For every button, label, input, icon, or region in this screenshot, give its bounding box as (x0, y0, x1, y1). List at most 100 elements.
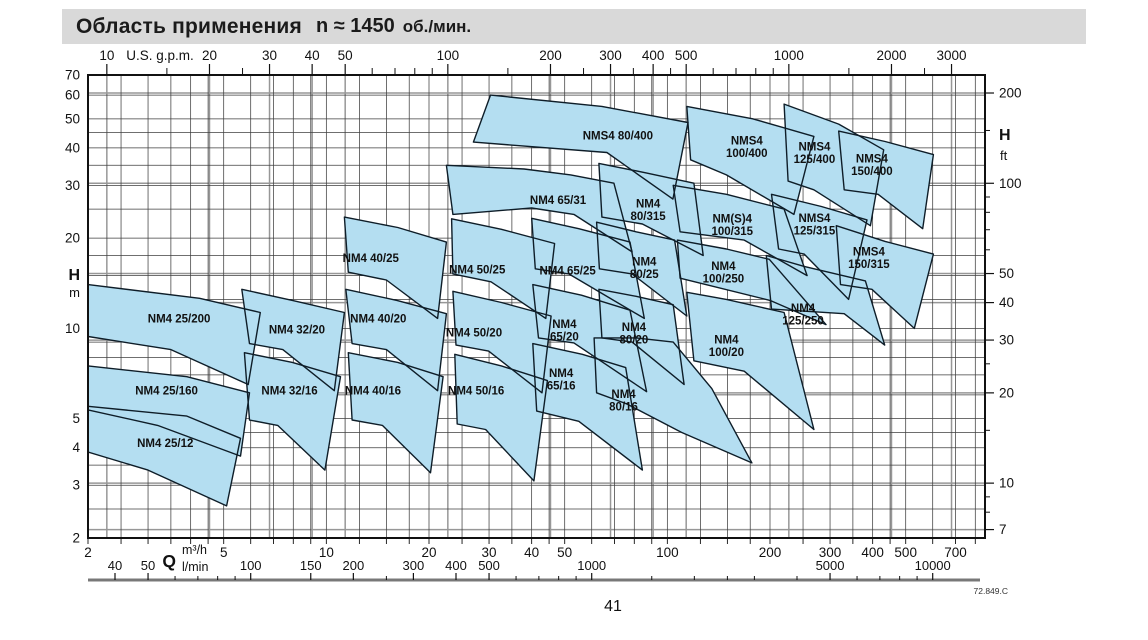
pump-label: NMS4 125/400 (794, 141, 836, 166)
h-m-tick-label: 20 (65, 231, 80, 246)
pump-region-outline-nm4-80-315 (598, 162, 704, 257)
pump-region-fill-nm4-50-20 (452, 291, 552, 393)
h-ft-tick-label: 50 (999, 266, 1014, 281)
pump-label: NMS4 150/400 (851, 154, 893, 179)
pump-region-fill-nms4-100-400 (686, 106, 814, 215)
h-ft-tick-label: 20 (999, 385, 1014, 400)
h-axis-unit-m: m (69, 285, 80, 300)
pump-label: NM4 50/25 (449, 265, 506, 277)
q-axis-label: Q (162, 551, 176, 571)
pump-label: NM4 65/20 (550, 319, 579, 344)
q-m3h-tick-label: 30 (482, 545, 497, 560)
axis-right-ft: 200 100 50 40 30 20 10 7 Hft (985, 86, 1022, 537)
gpm-tick-label: 3000 (937, 48, 967, 63)
h-m-tick-label: 3 (72, 478, 80, 493)
pump-region-outline-nm4-40-25 (343, 216, 448, 320)
pump-label: NM4 32/16 (261, 386, 317, 398)
pump-region-fill-nms4-80-400 (473, 95, 688, 200)
h-m-tick-label: 40 (65, 140, 80, 155)
pump-label: NM4 40/25 (343, 253, 400, 265)
pump-region-fill-nm4-80-16 (594, 337, 752, 463)
pump-label: NM4 50/16 (448, 386, 504, 398)
pump-region-fill-nm4-25-160 (88, 365, 250, 457)
pump-region-fill-nm4-40-25 (344, 217, 447, 319)
h-axis-label-right: H (999, 127, 1011, 144)
gpm-tick-label: 50 (338, 48, 353, 63)
pump-label: NM4 80/315 (630, 199, 666, 224)
q-lmin-tick-label: 200 (342, 558, 364, 573)
pump-region-outline-nm4-32-20 (241, 288, 346, 392)
q-lmin-tick-label: 400 (445, 558, 467, 573)
pump-region-outline-nm4-100-250 (676, 239, 827, 326)
pump-region-fill-nm4-100-20 (686, 292, 814, 430)
pump-region-fill-nm4-40-20 (345, 289, 447, 391)
page-title: Область применения (76, 14, 302, 38)
pump-label: NM4 80/25 (630, 257, 659, 282)
pump-region-outline-nms4-150-315 (835, 225, 935, 330)
pump-label: NM4 25/12 (137, 438, 193, 450)
q-axis-unit-lmin: l/min (182, 560, 208, 574)
q-m3h-tick-label: 400 (861, 545, 884, 560)
pump-label: NM4 40/20 (350, 313, 406, 325)
pump-region-outline-nm4-125-250 (765, 254, 886, 346)
pump-region-fill-nm4-80-25 (596, 222, 687, 316)
q-lmin-tick-label: 1000 (577, 558, 606, 573)
pump-label: NM4 25/160 (135, 386, 198, 398)
region-labels: NM4 25/12 NM4 25/160 NM4 25/200 NM4 32/16 NM… (135, 130, 892, 449)
gpm-axis-unit: U.S. g.p.m. (126, 48, 194, 63)
gpm-tick-label: 40 (305, 48, 320, 63)
pump-region-outline-nm4-50-16 (454, 353, 549, 482)
plot-area: NM4 25/12 NM4 25/160 NM4 25/200 NM4 32/16 NM… (88, 75, 985, 538)
pump-region-fill-nm4-125-250 (766, 255, 885, 346)
pump-label: NM4 80/16 (609, 389, 638, 414)
pump-label: NMS4 80/400 (583, 130, 653, 142)
q-lmin-tick-label: 150 (300, 558, 322, 573)
pump-label: NM4 40/16 (345, 386, 401, 398)
axis-left-m: 70 60 50 40 30 20 10 5 4 3 2 Hm (65, 68, 81, 546)
gpm-tick-label: 10 (99, 48, 114, 63)
gpm-tick-label: 20 (202, 48, 217, 63)
pump-label: NM4 100/250 (703, 261, 745, 286)
pump-label: NM4 125/250 (782, 303, 824, 328)
h-m-tick-label: 30 (65, 178, 80, 193)
pump-region-outline-nm4-32-16 (243, 352, 342, 471)
pump-label: NM4 65/31 (530, 195, 587, 207)
pump-label: NM4 50/20 (446, 327, 502, 339)
q-lmin-tick-label: 100 (240, 558, 262, 573)
q-m3h-tick-label: 500 (894, 545, 917, 560)
h-ft-tick-label: 200 (999, 86, 1022, 101)
h-m-tick-label: 4 (72, 440, 80, 455)
q-m3h-tick-label: 50 (557, 545, 572, 560)
pump-label: NM4 65/16 (547, 368, 576, 393)
pump-label: NMS4 125/315 (794, 213, 836, 238)
title-bar: Область применения n ≈ 1450 об./мин. (62, 9, 1086, 44)
pump-region-outline-nms4-100-400 (686, 105, 815, 216)
title-speed-unit: об./мин. (402, 16, 472, 36)
q-m3h-tick-label: 300 (819, 545, 842, 560)
pump-region-fill-nm4-32-16 (244, 352, 341, 471)
q-m3h-tick-label: 2 (84, 545, 92, 560)
gpm-tick-label: 2000 (876, 48, 906, 63)
q-lmin-tick-label: 10000 (915, 558, 951, 573)
gpm-tick-label: 1000 (774, 48, 804, 63)
pump-region-outline-nm4-50-25 (450, 218, 556, 320)
q-axis-unit-m3h: m³/h (182, 543, 207, 557)
pump-region-fill-nm4-50-25 (451, 218, 555, 319)
q-m3h-tick-label: 10 (319, 545, 334, 560)
q-m3h-tick-label: 20 (421, 545, 436, 560)
h-ft-tick-label: 7 (999, 522, 1007, 537)
q-m3h-tick-label: 40 (524, 545, 539, 560)
pump-region-fill-nm4-40-16 (348, 352, 444, 473)
figure-code: 72.849.C (974, 586, 1009, 596)
pump-region-outline-nm4-50-20 (452, 290, 552, 394)
h-ft-tick-label: 40 (999, 295, 1014, 310)
pump-region-outline-nm4-65-16 (532, 342, 644, 471)
gpm-tick-label: 500 (675, 48, 698, 63)
gpm-tick-label: 400 (642, 48, 665, 63)
pump-region-fill-nm4-50-16 (454, 354, 548, 481)
h-m-tick-label: 10 (65, 321, 80, 336)
pump-label: NM(S)4 100/315 (711, 213, 753, 238)
pump-region-outline-nms4-150-400 (838, 130, 935, 230)
pump-region-outline-nm4-25-200 (88, 283, 261, 386)
